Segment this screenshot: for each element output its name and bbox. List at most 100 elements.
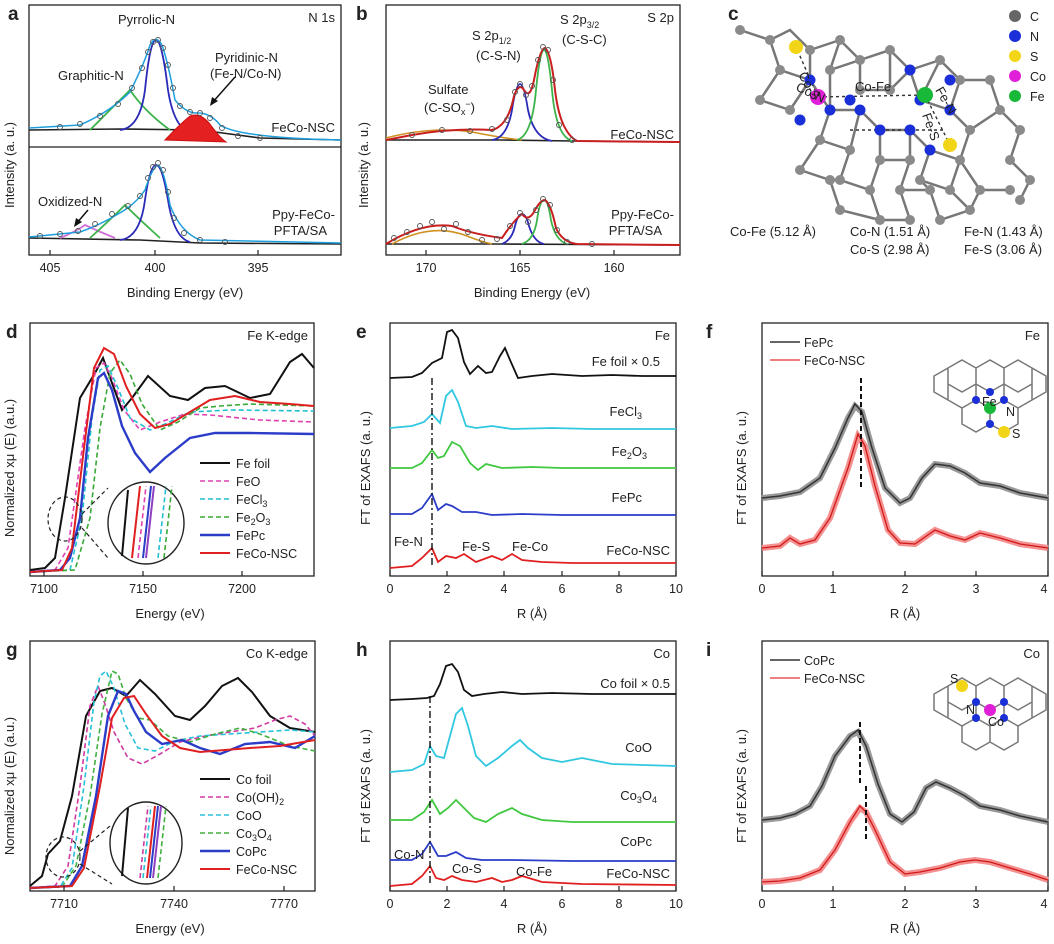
line-fecl3 <box>29 364 315 573</box>
plot-frame <box>29 640 316 892</box>
pointer-arrow <box>211 76 236 104</box>
plot-frame <box>29 322 315 577</box>
line-feco-nsc-fit <box>761 432 1049 549</box>
graphitic-n-peak <box>89 88 171 131</box>
svg-text:Co(OH)2: Co(OH)2 <box>236 791 284 807</box>
line-feco-nsc-fit <box>761 804 1049 883</box>
sample-label-1: FeCo-NSC <box>271 120 335 135</box>
x-ticks <box>49 250 259 255</box>
svg-text:S: S <box>1030 50 1038 64</box>
atom-legend: C N S Co Fe <box>1009 10 1046 104</box>
sample-label-2b: PFTA/SA <box>609 223 663 238</box>
svg-text:CoO: CoO <box>236 809 262 823</box>
edge-label: Co K-edge <box>246 646 308 661</box>
svg-text:S: S <box>1012 427 1020 441</box>
line-copc <box>29 689 316 890</box>
x-ticks <box>389 571 677 576</box>
line-feco-nsc <box>29 346 315 573</box>
element-label: Fe <box>655 328 670 343</box>
line-coo <box>389 706 677 773</box>
peak-label-pyridinic: Pyridinic-N <box>215 50 278 65</box>
x-tick-label: 400 <box>145 261 166 275</box>
svg-text:CoPc: CoPc <box>236 845 267 859</box>
zoom-region <box>47 496 83 542</box>
panel-d-fe-xanes: d Normalized xμ (E) (a.u.) Fe K-edge Fe … <box>2 322 315 621</box>
sulfur-atom <box>943 138 957 152</box>
x-tick-label: 2 <box>902 897 909 911</box>
panel-letter: c <box>728 4 739 25</box>
x-tick-label: 4 <box>501 582 508 596</box>
inset-structure-co: S N Co <box>933 672 1047 751</box>
label-feco-nsc: FeCo-NSC <box>606 543 670 558</box>
distance-co-n: Co-N (1.51 Å) <box>850 224 930 239</box>
svg-text:CoPc: CoPc <box>804 654 835 668</box>
x-tick-label: 4 <box>1041 897 1048 911</box>
pyrrolic-n-peak <box>119 164 191 243</box>
svg-text:FeCo-NSC: FeCo-NSC <box>236 863 297 877</box>
panel-g-co-xanes: g Normalized xμ (E) (a.u.) Co K-edge Co … <box>2 640 316 936</box>
peak-label-csc: (C-S-C) <box>562 32 607 47</box>
x-ticks <box>389 886 677 891</box>
panel-h-co-exafs: h FT of EXAFS (a. u.) Co Co foil × 0.5 C… <box>356 640 683 936</box>
x-tick-label: 8 <box>616 897 623 911</box>
x-tick-label: 1 <box>830 582 837 596</box>
line-feco-nsc <box>389 546 676 569</box>
line-fepc-fit <box>761 402 1049 504</box>
x-axis-label: R (Å) <box>517 606 547 621</box>
bond-label-fe-n: Fe-N <box>932 84 959 117</box>
peak-label-csn: (C-S-N) <box>476 48 521 63</box>
line-co3o4 <box>29 669 316 889</box>
x-ticks <box>43 571 243 576</box>
label-feco-nsc: FeCo-NSC <box>606 866 670 881</box>
graphitic-n-peak <box>89 203 161 239</box>
x-tick-label: 7100 <box>30 582 58 596</box>
peak-label-s2p32: S 2p3/2 <box>560 12 599 30</box>
svg-text:FeCo-NSC: FeCo-NSC <box>804 672 865 686</box>
y-axis-label: FT of EXAFS (a. u.) <box>358 729 373 843</box>
line-feo <box>29 361 315 573</box>
fit-envelope <box>385 46 681 143</box>
x-axis-label: Binding Energy (eV) <box>127 285 243 300</box>
peak-label-graphitic: Graphitic-N <box>58 68 124 83</box>
oxidized-n-peak <box>59 223 116 239</box>
svg-text:N: N <box>1006 405 1015 419</box>
bond-fe-co: Fe-Co <box>512 539 548 554</box>
inset-structure-fe: Fe N S <box>933 359 1047 441</box>
line-fepc <box>29 371 315 574</box>
peak-label-csox: (C-SOx−) <box>424 99 475 117</box>
svg-text:FeCl3: FeCl3 <box>236 493 267 509</box>
panel-letter: e <box>356 322 367 343</box>
bond-label-co-fe: Co-Fe <box>855 79 891 94</box>
raw-data-points <box>391 196 595 247</box>
iron-atom <box>917 87 933 103</box>
panel-letter: f <box>706 322 713 343</box>
legend: Co foil Co(OH)2 CoO Co3O4 CoPc FeCo-NSC <box>200 773 297 877</box>
x-tick-label: 7740 <box>160 897 188 911</box>
peak-label-s2p12: S 2p1/2 <box>472 28 511 46</box>
panel-f-fe-exafs-fit: f FT of EXAFS (a. u.) Fe FePc FeCo-NSC F… <box>706 322 1049 621</box>
svg-text:FeCo-NSC: FeCo-NSC <box>804 354 865 368</box>
x-tick-label: 0 <box>759 582 766 596</box>
background-line <box>28 237 342 245</box>
arrow-head <box>74 218 82 227</box>
line-co-oh-2 <box>29 683 316 889</box>
distance-fe-n: Fe-N (1.43 Å) <box>964 224 1043 239</box>
x-tick-label: 395 <box>248 261 269 275</box>
zoom-inset-lines <box>121 485 173 559</box>
legend: Fe foil FeO FeCl3 Fe2O3 FePc FeCo-NSC <box>200 457 297 561</box>
element-label: Co <box>653 646 670 661</box>
x-tick-label: 0 <box>387 582 394 596</box>
panel-letter: h <box>356 640 368 661</box>
label-copc: CoPc <box>620 834 652 849</box>
svg-text:S: S <box>950 672 958 686</box>
panel-letter: d <box>6 322 18 343</box>
svg-text:Co: Co <box>1030 70 1046 84</box>
x-tick-label: 8 <box>616 582 623 596</box>
element-label: S 2p <box>647 10 674 25</box>
svg-text:Co foil: Co foil <box>236 773 271 787</box>
x-tick-label: 0 <box>759 897 766 911</box>
x-tick-label: 4 <box>501 897 508 911</box>
s2p12-peak <box>491 83 553 142</box>
x-tick-label: 170 <box>416 261 437 275</box>
svg-text:C: C <box>1030 10 1039 24</box>
